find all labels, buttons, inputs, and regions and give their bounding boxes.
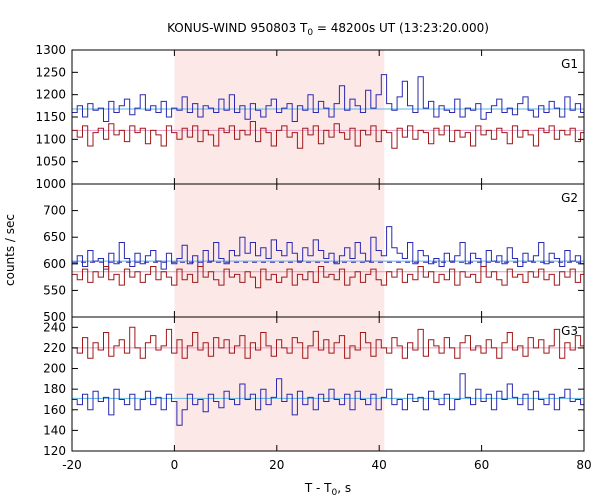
series-blue-line bbox=[72, 373, 584, 426]
x-tick-label: 40 bbox=[372, 458, 387, 472]
series-red-line bbox=[72, 326, 584, 359]
series-blue-line bbox=[72, 74, 584, 122]
y-tick-label: 120 bbox=[43, 444, 66, 458]
y-tick-label: 700 bbox=[43, 204, 66, 218]
x-axis-label: T - T0, s bbox=[304, 481, 351, 498]
panel-frame bbox=[71, 316, 585, 452]
x-tick-label: 60 bbox=[474, 458, 489, 472]
y-tick-label: 550 bbox=[43, 283, 66, 297]
y-tick-label: 1000 bbox=[35, 177, 66, 191]
y-tick-label: 180 bbox=[43, 382, 66, 396]
x-tick-label: -20 bbox=[62, 458, 82, 472]
y-tick-label: 1300 bbox=[35, 43, 66, 57]
panel-g2: 500 550 600 650 700 G2 bbox=[43, 183, 585, 324]
highlight-region bbox=[174, 50, 385, 184]
series-red-line bbox=[72, 266, 584, 289]
x-tick-label: 20 bbox=[269, 458, 284, 472]
y-tick-label: 500 bbox=[43, 310, 66, 324]
chart-title: KONUS-WIND 950803 T0 = 48200s UT (13:23:… bbox=[167, 21, 489, 38]
panel-g1: 1000 1050 1100 1150 1200 1250 1300 G1 bbox=[35, 43, 585, 191]
y-tick-label: 600 bbox=[43, 257, 66, 271]
panels-layer: 1000105011001150120012501300G15005506006… bbox=[35, 43, 591, 472]
y-tick-label: 200 bbox=[43, 362, 66, 376]
x-tick-label: 0 bbox=[171, 458, 179, 472]
y-tick-label: 240 bbox=[43, 320, 66, 334]
panel-label: G2 bbox=[561, 191, 578, 205]
panel-label: G3 bbox=[561, 324, 578, 338]
panel-g3: 120 140 160 180 200 220 240 G3 bbox=[43, 316, 585, 458]
y-tick-label: 140 bbox=[43, 423, 66, 437]
y-tick-label: 1200 bbox=[35, 88, 66, 102]
y-tick-label: 1250 bbox=[35, 65, 66, 79]
y-tick-label: 1100 bbox=[35, 132, 66, 146]
y-tick-label: 1150 bbox=[35, 110, 66, 124]
y-tick-label: 1050 bbox=[35, 155, 66, 169]
y-tick-label: 650 bbox=[43, 230, 66, 244]
series-blue-line bbox=[72, 226, 584, 270]
panel-label: G1 bbox=[561, 57, 578, 71]
highlight-region bbox=[174, 317, 385, 451]
x-tick-label: 80 bbox=[576, 458, 591, 472]
y-axis-label: counts / sec bbox=[3, 214, 17, 286]
y-tick-label: 160 bbox=[43, 403, 66, 417]
series-red-line bbox=[72, 121, 584, 149]
y-tick-label: 220 bbox=[43, 341, 66, 355]
